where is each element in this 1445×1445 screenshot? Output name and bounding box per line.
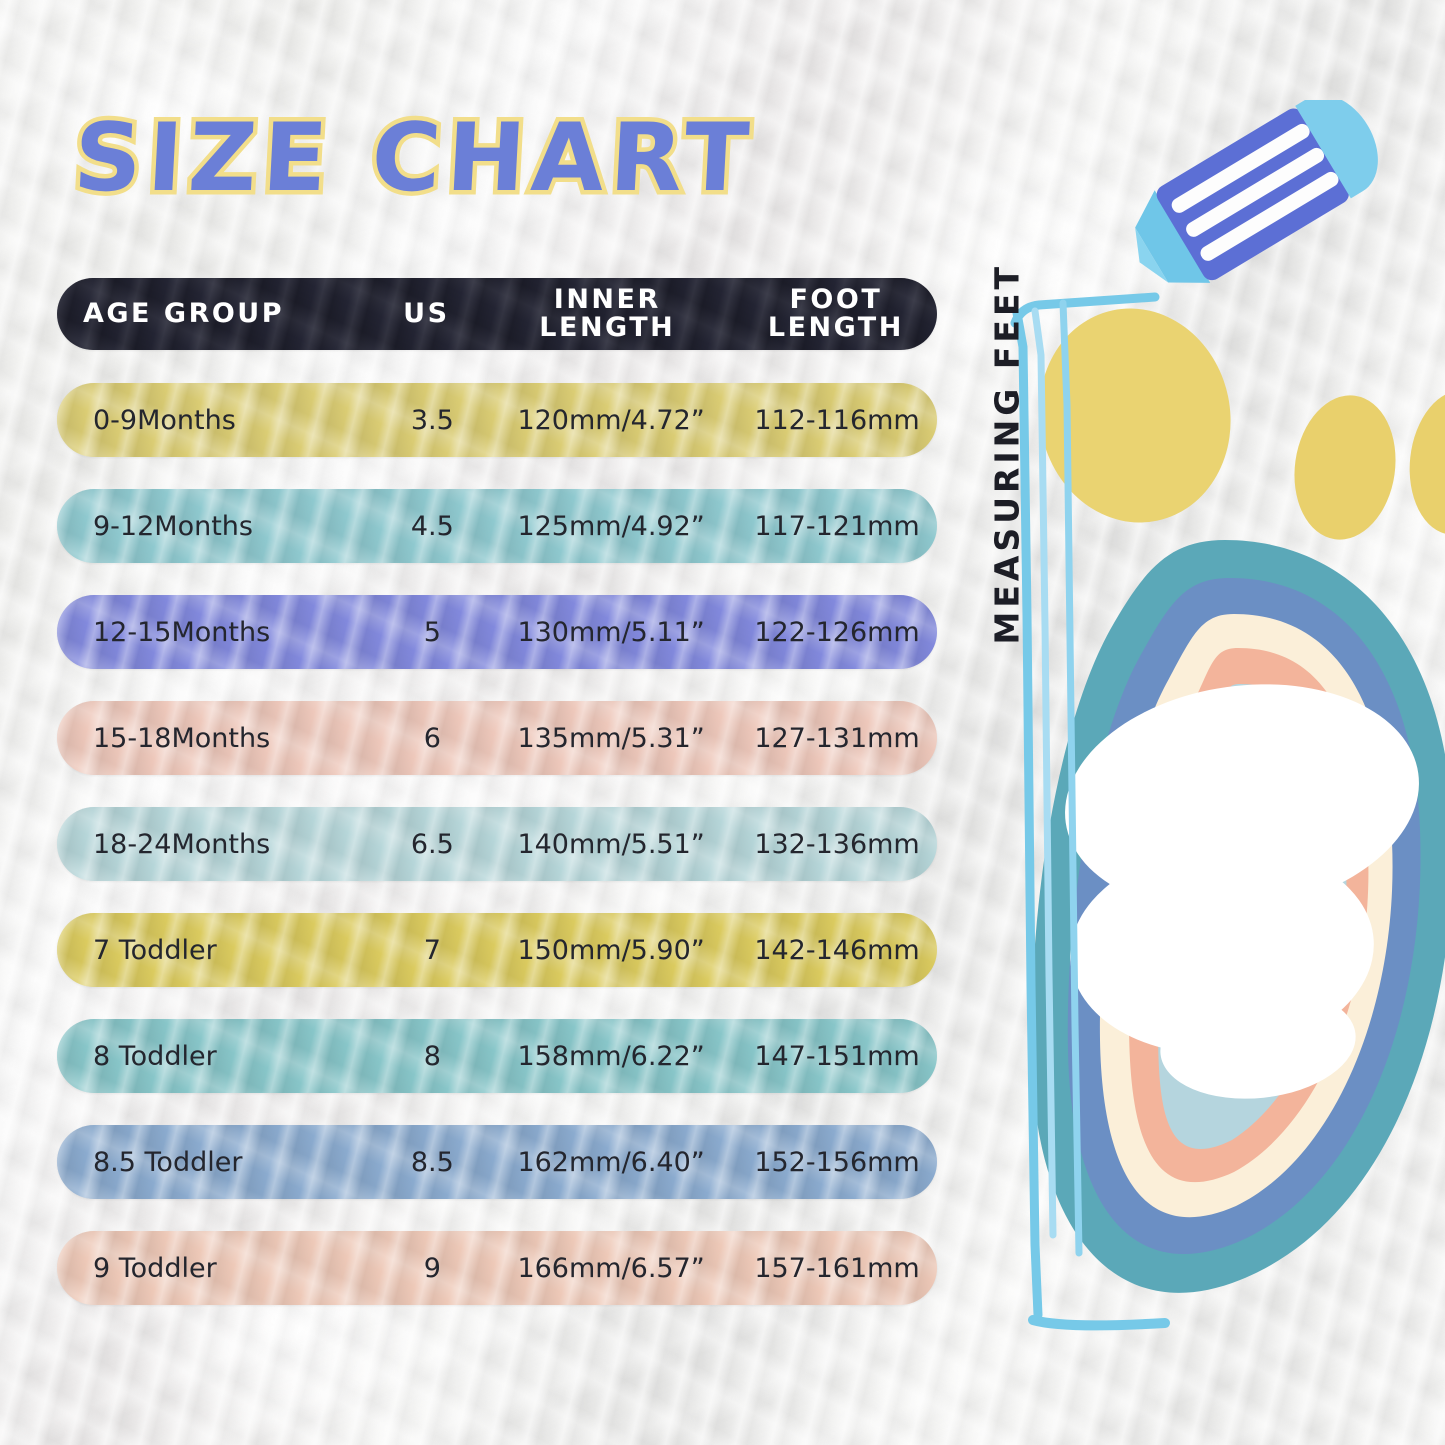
cell-inner-length: 166mm/6.57” xyxy=(517,1252,705,1284)
measuring-feet-label: MEASURING FEET xyxy=(987,262,1027,645)
cell-age-group: 8 Toddler xyxy=(93,1040,217,1072)
cell-us: 3.5 xyxy=(410,404,454,436)
cell-foot-length: 157-161mm xyxy=(754,1252,920,1284)
cell-us: 6 xyxy=(423,722,441,754)
cell-inner-length: 130mm/5.11” xyxy=(517,616,705,648)
cell-age-group: 0-9Months xyxy=(93,404,236,436)
cell-age-group: 7 Toddler xyxy=(93,934,217,966)
table-rows: 0-9Months 3.5 120mm/4.72” 112-116mm 9-12Mont… xyxy=(57,383,937,1305)
header-foot-length-line2: LENGTH xyxy=(767,312,904,343)
cell-foot-length: 122-126mm xyxy=(754,616,920,648)
cell-us: 9 xyxy=(423,1252,441,1284)
cell-age-group: 8.5 Toddler xyxy=(93,1146,243,1178)
table-row: 9-12Months 4.5 125mm/4.92” 117-121mm xyxy=(57,489,937,563)
header-foot-length-line1: FOOT xyxy=(789,284,883,316)
page-title: SIZE CHART xyxy=(67,100,762,218)
cell-us: 6.5 xyxy=(410,828,454,860)
header-age-group: AGE GROUP xyxy=(83,298,285,330)
header-inner-length-line2: LENGTH xyxy=(539,312,676,343)
cell-foot-length: 152-156mm xyxy=(754,1146,920,1178)
cell-us: 7 xyxy=(423,934,441,966)
measuring-bracket xyxy=(1010,292,1170,1331)
illustration-panel: MEASURING FEET xyxy=(955,0,1445,1445)
cell-inner-length: 150mm/5.90” xyxy=(517,934,705,966)
cell-inner-length: 158mm/6.22” xyxy=(517,1040,705,1072)
cell-us: 8 xyxy=(423,1040,441,1072)
foot-measure-illustration xyxy=(1031,540,1445,1293)
cell-age-group: 9 Toddler xyxy=(93,1252,217,1284)
cell-inner-length: 135mm/5.31” xyxy=(517,722,705,754)
pencil-icon xyxy=(1135,100,1378,283)
cell-foot-length: 112-116mm xyxy=(754,404,920,436)
cell-foot-length: 142-146mm xyxy=(754,934,920,966)
table-row: 18-24Months 6.5 140mm/5.51” 132-136mm xyxy=(57,807,937,881)
cell-age-group: 12-15Months xyxy=(93,616,271,648)
cell-foot-length: 147-151mm xyxy=(754,1040,920,1072)
table-row: 9 Toddler 9 166mm/6.57” 157-161mm xyxy=(57,1231,937,1305)
cell-inner-length: 125mm/4.92” xyxy=(517,510,705,542)
cell-age-group: 15-18Months xyxy=(93,722,271,754)
foot-shape xyxy=(1065,684,1419,1099)
cell-us: 4.5 xyxy=(410,510,454,542)
size-chart-table: AGE GROUP US INNER LENGTH FOOT LENGTH 0-… xyxy=(57,278,937,1337)
header-inner-length-line1: INNER xyxy=(553,284,661,316)
cell-foot-length: 132-136mm xyxy=(754,828,920,860)
cell-inner-length: 162mm/6.40” xyxy=(517,1146,705,1178)
table-row: 15-18Months 6 135mm/5.31” 127-131mm xyxy=(57,701,937,775)
header-foot-length: FOOT LENGTH xyxy=(735,286,937,341)
yellow-blob-small xyxy=(1402,385,1445,540)
table-row: 0-9Months 3.5 120mm/4.72” 112-116mm xyxy=(57,383,937,457)
cell-age-group: 9-12Months xyxy=(93,510,253,542)
cell-foot-length: 117-121mm xyxy=(754,510,920,542)
header-us: US xyxy=(403,298,450,330)
table-row: 8 Toddler 8 158mm/6.22” 147-151mm xyxy=(57,1019,937,1093)
table-row: 12-15Months 5 130mm/5.11” 122-126mm xyxy=(57,595,937,669)
header-inner-length: INNER LENGTH xyxy=(480,286,735,341)
cell-foot-length: 127-131mm xyxy=(754,722,920,754)
table-row: 8.5 Toddler 8.5 162mm/6.40” 152-156mm xyxy=(57,1125,937,1199)
cell-age-group: 18-24Months xyxy=(93,828,271,860)
table-header-row: AGE GROUP US INNER LENGTH FOOT LENGTH xyxy=(57,278,937,350)
cell-inner-length: 140mm/5.51” xyxy=(517,828,705,860)
cell-us: 8.5 xyxy=(410,1146,454,1178)
cell-inner-length: 120mm/4.72” xyxy=(517,404,705,436)
table-row: 7 Toddler 7 150mm/5.90” 142-146mm xyxy=(57,913,937,987)
cell-us: 5 xyxy=(423,616,441,648)
